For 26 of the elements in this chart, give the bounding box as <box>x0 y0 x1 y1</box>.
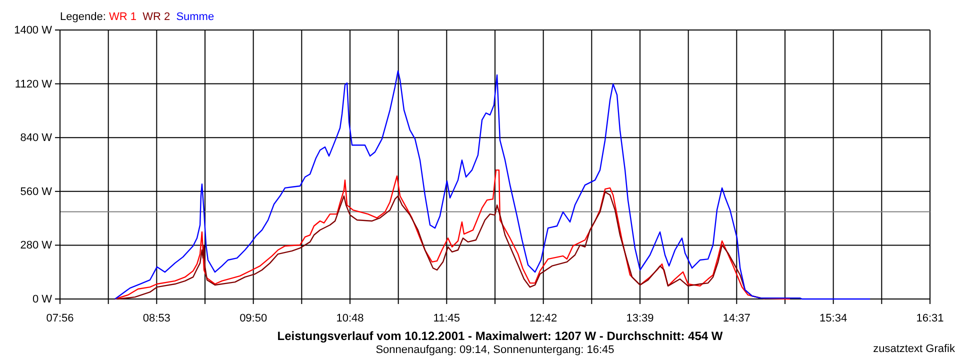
line-series <box>114 70 871 300</box>
line-series <box>114 169 791 300</box>
text: zusatztext Grafik <box>873 343 956 355</box>
x-tick-label: 07:56 <box>46 312 74 324</box>
legend-title: Legende: <box>60 11 109 23</box>
text: WR 1 <box>108 11 136 23</box>
x-tick-label: 15:34 <box>820 312 848 324</box>
text: Leistungsverlauf vom 10.12.2001 - Maximalwert: 1207 W - Durchschnitt: 454 W <box>277 329 724 343</box>
x-tick-label: 10:48 <box>336 312 364 324</box>
y-tick-label: 1400 W <box>14 24 53 37</box>
x-tick-label: 09:50 <box>240 312 268 324</box>
line-series <box>117 191 766 300</box>
x-tick-label: 08:53 <box>142 312 170 324</box>
x-tick-label: 16:31 <box>916 312 944 324</box>
y-tick-label: 560 W <box>20 186 53 198</box>
text: Sonnenaufgang: 09:14, Sonnenuntergang: 16:45 <box>376 344 614 356</box>
y-tick-label: 280 W <box>20 240 53 252</box>
y-tick-label: 0 W <box>32 294 53 306</box>
text: Summe <box>176 11 214 23</box>
y-tick-label: 840 W <box>20 132 53 144</box>
x-tick-label: 11:45 <box>433 312 460 324</box>
y-tick-label: 1120 W <box>14 78 53 90</box>
x-tick-label: 13:39 <box>626 312 654 324</box>
text: WR 2 <box>142 11 170 23</box>
x-tick-label: 14:37 <box>722 312 750 324</box>
x-tick-label: 12:42 <box>530 312 558 324</box>
